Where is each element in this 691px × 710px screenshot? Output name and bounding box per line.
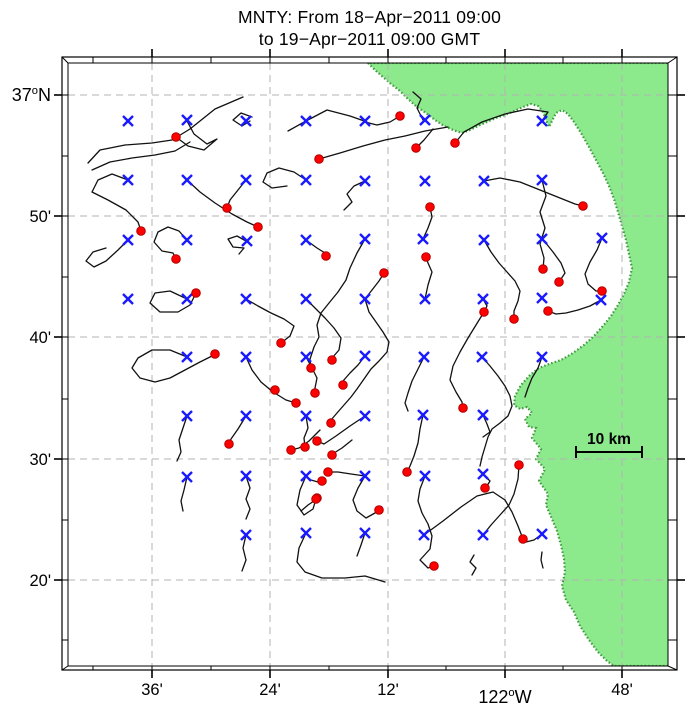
x-tick-label: 24' [259, 681, 281, 699]
y-tick-label: 20' [29, 572, 51, 590]
scale-bar-label: 10 km [587, 431, 631, 448]
release-grid-x-markers [122, 114, 608, 541]
y-tick-label: 30' [29, 451, 51, 469]
land-monterey-coast [366, 63, 668, 666]
figure-title-line1: MNTY: From 18−Apr−2011 09:00 [237, 7, 502, 27]
figure-title-line2: to 19−Apr−2011 09:00 GMT [258, 29, 481, 49]
drifter-trajectories [85, 91, 603, 583]
graticule-gridlines [68, 63, 668, 666]
y-tick-label: 37oN [12, 85, 51, 105]
map-frame [54, 49, 685, 678]
y-tick-label: 40' [29, 329, 51, 347]
x-tick-label: 48' [611, 681, 633, 699]
trajectory-end-dots [136, 111, 607, 571]
x-tick-label: 36' [141, 681, 163, 699]
figure-title: MNTY: From 18−Apr−2011 09:00 to 19−Apr−2… [62, 6, 677, 50]
y-tick-label: 50' [29, 208, 51, 226]
scale-bar: 10 km [575, 431, 643, 458]
x-tick-label: 122oW [478, 687, 531, 707]
x-tick-label: 12' [377, 681, 399, 699]
axis-tick-labels: 37oN 50' 40' 30' 20' 36' 24' 12' 122oW 48' [12, 85, 633, 707]
